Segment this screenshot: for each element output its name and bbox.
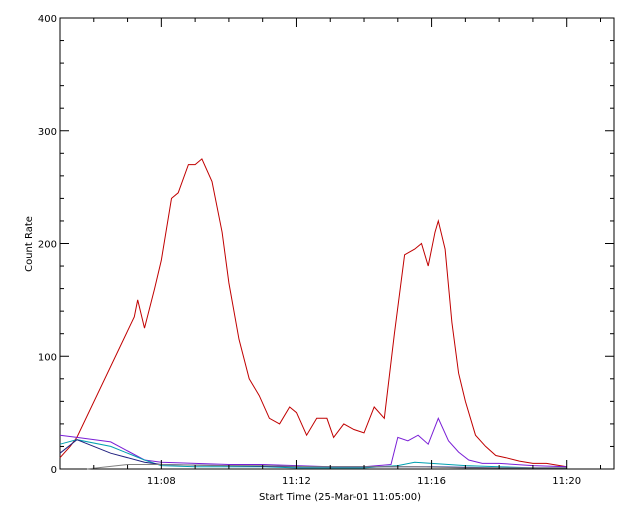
y-tick-label: 300: [38, 127, 57, 138]
series-line-1: [59, 158, 567, 468]
plot-frame: [59, 17, 615, 470]
y-tick-label: 0: [51, 465, 57, 476]
axis-layer: 11:08 11:12 11:16 11:20 0 100 200 300 400: [38, 14, 614, 487]
x-tick-label: 11:12: [282, 476, 311, 487]
series-line-2: [59, 417, 567, 468]
x-tick-label: 11:08: [147, 476, 176, 487]
y-tick-label: 200: [38, 240, 57, 251]
y-axis-title: Count Rate: [24, 216, 35, 272]
x-tick-label: 11:20: [552, 476, 581, 487]
series-layer: [59, 158, 567, 470]
y-tick-label: 100: [38, 352, 57, 363]
series-line-5: [86, 464, 567, 470]
y-tick-label: 400: [38, 14, 57, 25]
x-axis-title: Start Time (25-Mar-01 11:05:00): [259, 492, 421, 503]
x-tick-label: 11:16: [417, 476, 446, 487]
